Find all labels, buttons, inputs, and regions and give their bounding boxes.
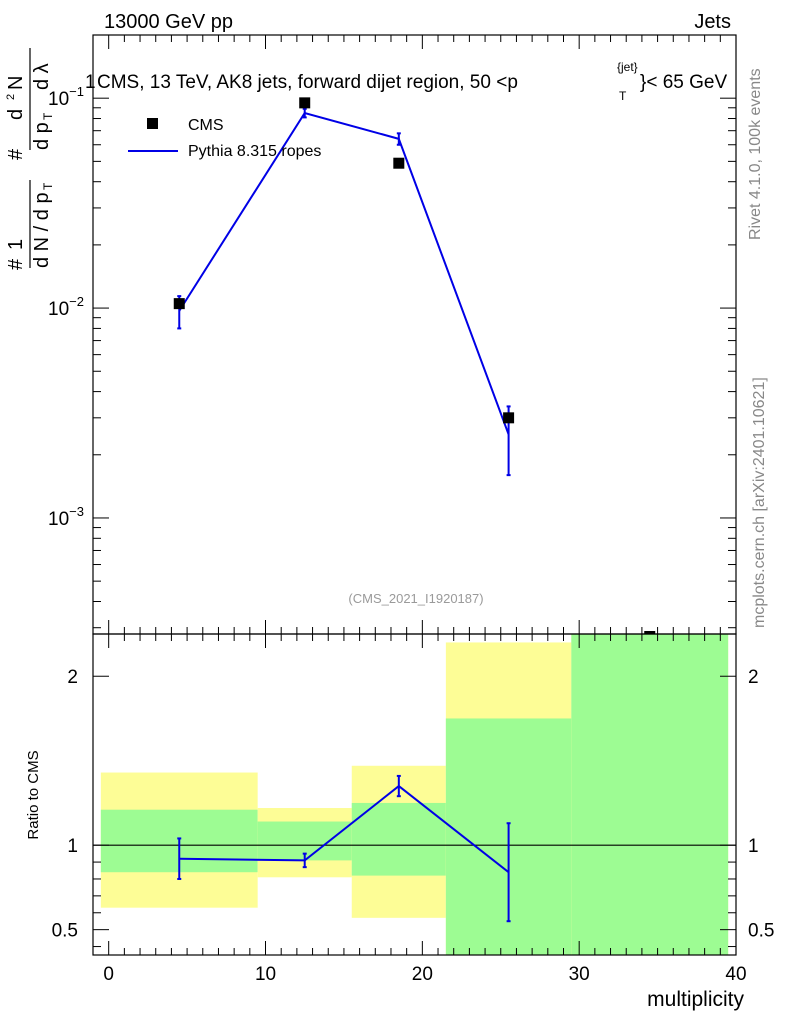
ratio-y-tick-label-right: 0.5 <box>748 921 774 942</box>
title-main: CMS, 13 TeV, AK8 jets, forward dijet reg… <box>97 72 518 93</box>
main-y-axis-label: # 1 d N / d p T # d 2 N d p T d λ <box>5 48 55 270</box>
header-left: 13000 GeV pp <box>104 11 233 33</box>
legend-cms-label: CMS <box>188 117 224 134</box>
cms-data-point <box>393 157 405 169</box>
ratio-bands <box>100 634 729 955</box>
cms-data-point <box>503 412 515 424</box>
mcplots-label: mcplots.cern.ch [arXiv:2401.10621] <box>751 377 768 628</box>
cms-data-point <box>173 298 185 310</box>
x-tick-label: 40 <box>725 964 746 985</box>
band-green-2 <box>351 802 446 876</box>
band-green-4 <box>571 634 729 955</box>
x-axis-label: multiplicity <box>647 988 744 1011</box>
axes: 0 10 20 30 40 10−3 10−2 10−1 0.5 0.5 1 1 2 2 <box>48 34 774 985</box>
title-suffix: }< 65 GeV <box>640 72 727 93</box>
title-leading-digit: 1 <box>85 72 96 93</box>
legend: CMS Pythia 8.315 ropes <box>128 117 321 160</box>
main-y-tick-label: 10−1 <box>48 84 84 110</box>
ratio-plot-frame <box>92 633 737 956</box>
y-label-hash: # <box>5 258 27 270</box>
legend-cms-marker <box>147 118 158 129</box>
ratio-y-tick-label-left: 2 <box>67 667 78 688</box>
svg-text:2: 2 <box>5 94 17 100</box>
ratio-y-tick-label-left: 1 <box>67 836 78 857</box>
ratio-y-tick-label-right: 1 <box>748 836 759 857</box>
ratio-line <box>179 784 510 874</box>
svg-text:d p: d p <box>31 122 53 150</box>
x-tick-label: 0 <box>103 964 114 985</box>
plot-title: 1 CMS, 13 TeV, AK8 jets, forward dijet r… <box>85 60 727 103</box>
y-label-dn: d N / d p <box>31 192 53 268</box>
svg-text:N: N <box>5 76 27 90</box>
y-label-hash2: # <box>5 148 27 160</box>
x-tick-label: 20 <box>412 964 433 985</box>
svg-text:d λ: d λ <box>31 63 53 90</box>
cms-data-point <box>299 97 311 109</box>
svg-text:T: T <box>41 182 55 190</box>
analysis-watermark: (CMS_2021_I1920187) <box>348 591 483 606</box>
x-tick-label: 10 <box>255 964 276 985</box>
legend-pythia-label: Pythia 8.315 ropes <box>188 143 321 160</box>
cms-data-point <box>644 631 656 634</box>
main-y-tick-label: 10−3 <box>48 504 84 530</box>
y-label-one: 1 <box>5 239 27 250</box>
main-y-tick-label: 10−2 <box>48 294 84 320</box>
pythia-line <box>178 111 510 435</box>
ratio-y-tick-label-right: 2 <box>748 667 759 688</box>
svg-text:T: T <box>41 112 55 120</box>
title-superscript: {jet} <box>617 60 638 74</box>
ratio-y-axis-label: Ratio to CMS <box>25 750 42 839</box>
chart-marks <box>173 97 656 923</box>
title-subscript: T <box>619 89 627 103</box>
header-right: Jets <box>694 11 731 33</box>
x-tick-label: 30 <box>569 964 590 985</box>
ratio-y-tick-label-left: 0.5 <box>52 921 78 942</box>
svg-text:d: d <box>5 109 27 120</box>
rivet-label: Rivet 4.1.0, 100k events <box>747 68 764 240</box>
